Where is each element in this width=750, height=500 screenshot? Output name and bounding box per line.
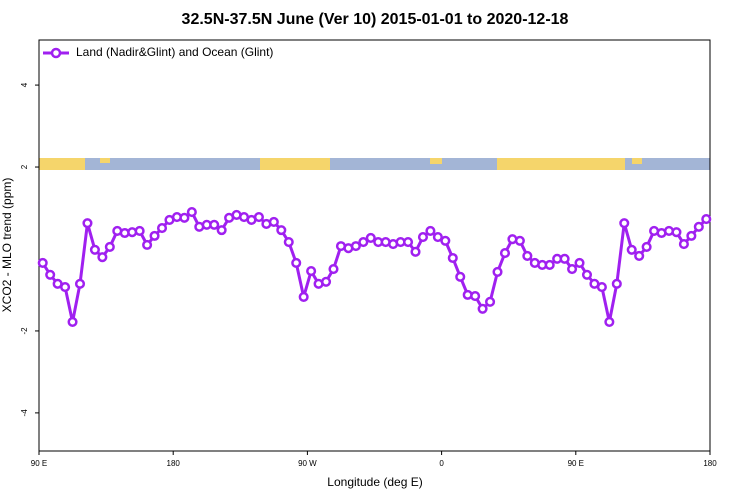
data-point [477, 303, 488, 314]
legend-marker [50, 47, 62, 59]
chart-title: 32.5N-37.5N June (Ver 10) 2015-01-01 to … [182, 11, 569, 28]
x-axis-label: Longitude (deg E) [327, 475, 422, 489]
x-tick-label: 180 [703, 459, 717, 468]
y-tick-label: -4 [20, 409, 29, 417]
data-point [350, 241, 361, 252]
data-point [410, 246, 421, 257]
data-point [485, 296, 496, 307]
data-point [268, 216, 279, 227]
data-point [216, 225, 227, 236]
data-point [574, 257, 585, 268]
plot-frame [38, 39, 711, 452]
data-point [276, 225, 287, 236]
data-point [701, 214, 712, 225]
data-point [149, 230, 160, 241]
legend-label: Land (Nadir&Glint) and Ocean (Glint) [76, 45, 273, 59]
data-point [611, 278, 622, 289]
data-point [686, 230, 697, 241]
data-point [641, 241, 652, 252]
x-tick-label: 90 W [298, 459, 317, 468]
data-point [403, 236, 414, 248]
data-point [455, 271, 466, 282]
data-point [134, 225, 145, 237]
data-point [626, 244, 637, 255]
data-point [425, 225, 436, 237]
data-point [306, 266, 317, 277]
data-point [440, 235, 451, 246]
data-point [142, 239, 153, 250]
data-point [417, 232, 429, 243]
x-tick-label: 90 E [568, 459, 584, 468]
data-point [559, 253, 570, 264]
data-point [470, 291, 481, 302]
y-axis-label: XCO2 - MLO trend (ppm) [0, 178, 14, 313]
x-tick-label: 90 E [31, 459, 47, 468]
land-ocean-strip [39, 158, 710, 170]
data-point [104, 241, 115, 252]
data-point [619, 218, 630, 229]
data-point [499, 248, 511, 259]
data-point [74, 278, 86, 289]
x-tick-label: 0 [439, 459, 444, 468]
data-point [604, 316, 615, 327]
data-point [432, 232, 443, 243]
data-point [209, 219, 220, 230]
data-point [634, 250, 645, 261]
data-point [298, 291, 309, 302]
data-point [514, 235, 525, 246]
data-point [671, 227, 682, 238]
data-point [186, 207, 197, 218]
data-point [37, 257, 48, 268]
data-point [82, 218, 93, 229]
data-point [492, 266, 503, 277]
data-point [156, 223, 168, 234]
data-point [581, 269, 593, 280]
data-point [97, 252, 108, 263]
data-point [522, 250, 533, 261]
data-point [320, 276, 332, 287]
data-point [60, 282, 71, 293]
data-point [291, 257, 302, 268]
data-point [693, 221, 704, 232]
data-point [45, 269, 56, 280]
data-point [328, 264, 339, 275]
data-point [365, 232, 376, 243]
y-tick-label: 4 [20, 82, 29, 87]
data-point [179, 212, 190, 223]
data-point [596, 282, 607, 293]
data-point [283, 236, 294, 248]
data-point [67, 316, 78, 327]
x-tick-label: 180 [167, 459, 181, 468]
data-point [89, 244, 100, 255]
data-point [544, 259, 555, 271]
data-point [678, 239, 689, 250]
data-point [567, 264, 578, 275]
data-point [253, 211, 264, 223]
y-tick-label: -2 [20, 327, 29, 335]
data-point [447, 252, 458, 264]
y-tick-label: 2 [20, 164, 29, 169]
data-point [358, 236, 369, 248]
